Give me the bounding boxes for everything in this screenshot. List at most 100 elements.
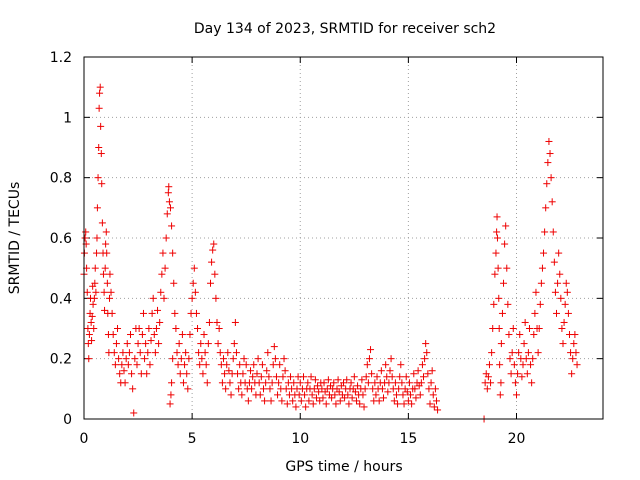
data-point [553, 309, 561, 317]
data-point [242, 361, 250, 369]
data-point [354, 382, 362, 390]
data-point [314, 382, 322, 390]
data-point [230, 340, 238, 348]
x-axis-label: GPS time / hours [285, 459, 402, 475]
data-point [501, 240, 509, 248]
data-point [222, 385, 230, 393]
data-point [114, 325, 122, 332]
data-point [362, 373, 370, 381]
data-point [173, 349, 181, 357]
data-point [255, 379, 263, 387]
y-axis-ticks: 0 0.2 0.4 0.6 0.8 1 1.2 [50, 50, 603, 428]
data-point [365, 355, 373, 363]
data-point [263, 367, 271, 375]
data-point [174, 361, 182, 369]
data-point [382, 361, 390, 369]
data-point [421, 355, 429, 363]
data-point [179, 379, 187, 387]
data-point [235, 385, 243, 393]
x-axis-ticks: 0 5 10 15 20 [80, 57, 525, 447]
data-point [156, 318, 164, 326]
data-point [520, 340, 528, 348]
data-point [218, 379, 226, 387]
y-tick-label: 1.2 [50, 50, 72, 66]
data-point [189, 279, 197, 287]
data-point [102, 228, 110, 236]
data-point [488, 349, 496, 357]
data-point [106, 294, 114, 302]
data-point [412, 394, 420, 402]
data-point [103, 249, 111, 257]
data-point [219, 355, 227, 363]
data-point [571, 331, 579, 339]
data-point [502, 222, 510, 230]
data-point [81, 234, 89, 242]
y-tick-label: 0.2 [50, 352, 72, 368]
data-point [493, 234, 501, 242]
data-point [535, 325, 543, 332]
data-point [159, 249, 167, 257]
data-point [555, 249, 563, 257]
data-point [226, 379, 234, 387]
data-point [229, 355, 237, 363]
data-point [551, 288, 559, 296]
data-point [407, 391, 415, 399]
data-point [528, 379, 536, 387]
data-point [82, 228, 90, 236]
data-point [201, 349, 209, 357]
data-point [416, 391, 424, 399]
data-point [391, 379, 399, 387]
data-point [548, 198, 556, 206]
data-point [165, 198, 173, 206]
data-point [183, 370, 191, 378]
data-point [360, 403, 368, 411]
data-point [546, 150, 554, 158]
data-point [529, 355, 537, 363]
data-point [328, 394, 336, 402]
data-point [145, 325, 153, 332]
data-point [332, 400, 340, 408]
data-point [500, 279, 508, 287]
data-point [297, 397, 305, 405]
data-point [380, 394, 388, 402]
data-point [373, 373, 381, 381]
data-point [402, 373, 410, 381]
data-point [216, 349, 224, 357]
data-point [308, 391, 316, 399]
data-point [129, 385, 137, 393]
data-point [494, 264, 502, 272]
data-point [134, 340, 142, 348]
data-point [531, 309, 539, 317]
data-point [345, 400, 353, 408]
data-point [431, 385, 439, 393]
data-point [202, 361, 210, 369]
data-point [384, 388, 392, 396]
data-point [249, 373, 257, 381]
data-point [271, 355, 279, 363]
data-point [563, 288, 571, 296]
data-point [138, 331, 146, 339]
data-point [182, 349, 190, 357]
data-point [497, 379, 505, 387]
data-point [400, 400, 408, 408]
data-point [110, 349, 118, 357]
data-point [348, 394, 356, 402]
data-point [148, 309, 156, 317]
data-point [175, 340, 183, 348]
data-point [135, 325, 143, 332]
data-point [495, 294, 503, 302]
data-point [292, 403, 300, 411]
data-point [103, 279, 111, 287]
data-point [307, 373, 315, 381]
y-tick-label: 1 [63, 110, 72, 126]
data-point [377, 367, 385, 375]
data-point [214, 340, 222, 348]
data-point [168, 379, 176, 387]
data-point [171, 309, 179, 317]
data-point [278, 397, 286, 405]
data-point [121, 379, 129, 387]
data-point [247, 367, 255, 375]
data-point [509, 325, 517, 332]
data-point [422, 340, 430, 348]
